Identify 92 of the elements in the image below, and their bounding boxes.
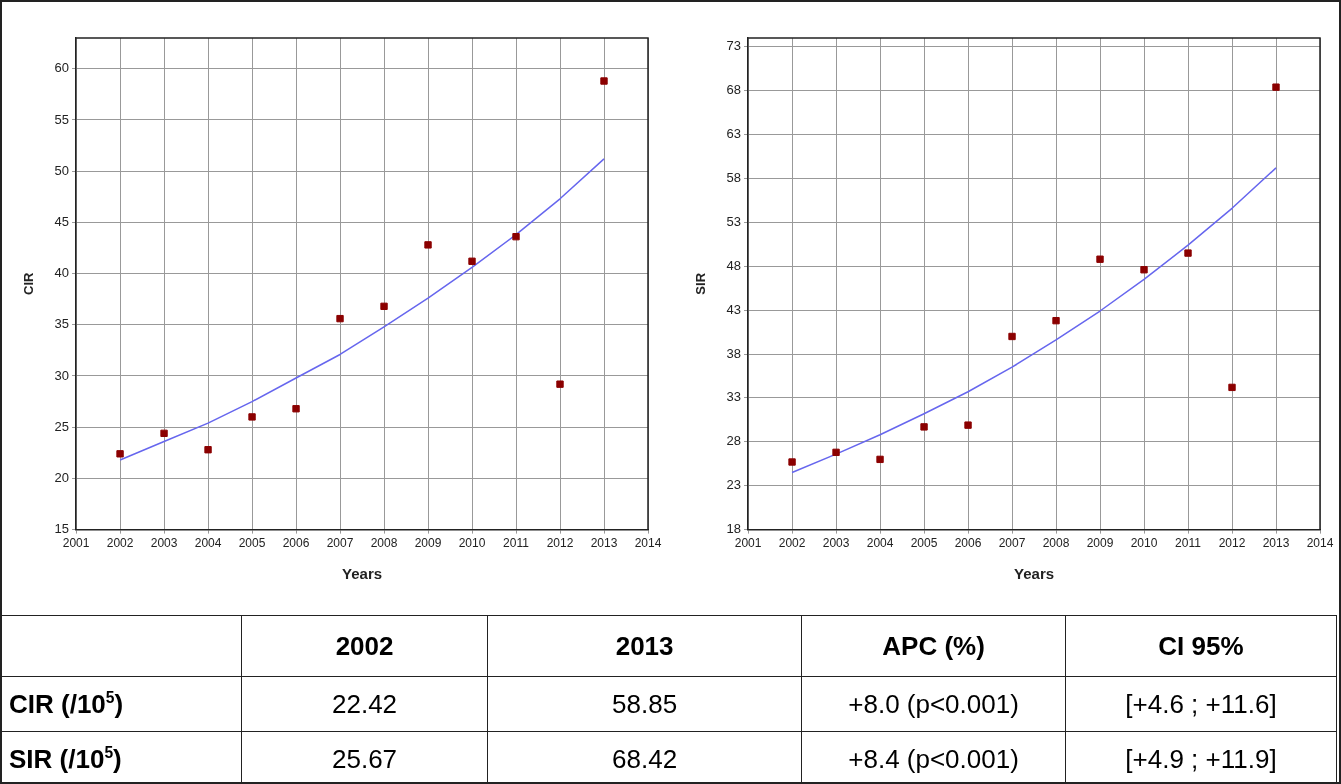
y-tick-label: 63	[726, 126, 742, 142]
x-tick-label: 2005	[238, 536, 266, 551]
y-tick-label: 28	[726, 433, 742, 449]
point	[424, 241, 432, 249]
y-tick-label: 23	[726, 477, 742, 493]
x-tick-label: 2009	[1086, 536, 1114, 551]
x-tick-label: 2001	[62, 536, 90, 551]
y-tick-label: 68	[726, 82, 742, 98]
y-tick-label: 48	[726, 257, 742, 273]
y-tick-label: 73	[726, 38, 742, 54]
x-tick-label: 2011	[503, 536, 530, 551]
y-tick-label: 35	[54, 316, 70, 332]
x-tick-label: 2008	[370, 536, 398, 551]
x-tick-label: 2008	[1042, 536, 1070, 551]
y-axis-title: CIR	[21, 272, 37, 295]
y-tick-label: 15	[54, 521, 70, 537]
x-tick-label: 2007	[998, 536, 1026, 551]
point	[380, 302, 388, 311]
y-tick-label: 43	[726, 301, 742, 317]
point	[832, 448, 840, 457]
category-label: 2002	[241, 615, 488, 677]
x-tick-label: 2002	[106, 536, 134, 551]
text: 22.42	[332, 688, 398, 719]
x-tick-label: 2003	[822, 536, 850, 551]
y-tick-label: 55	[54, 111, 70, 127]
y-tick-label: 38	[726, 345, 742, 361]
text: 25.67	[332, 743, 398, 774]
x-tick-label: 2007	[326, 536, 354, 551]
category-label: APC (%)	[801, 615, 1066, 677]
y-tick-label: 53	[726, 213, 742, 229]
category-label: CIR (/10$^{5}$)	[9, 688, 124, 719]
text: 68.42	[612, 743, 678, 774]
point	[1008, 332, 1016, 341]
x-tick-label: 2014	[634, 536, 662, 551]
x-tick-label: 2006	[954, 536, 982, 551]
text: +8.4 (p<0.001)	[848, 743, 1019, 774]
point	[1228, 383, 1236, 392]
text: +8.0 (p<0.001)	[848, 688, 1019, 719]
y-tick-label: 50	[54, 162, 70, 178]
y-tick-label: 18	[726, 521, 742, 537]
x-tick-label: 2013	[1262, 536, 1290, 551]
x-tick-label: 2006	[282, 536, 310, 551]
y-axis-title: SIR	[693, 272, 709, 295]
x-tick-label: 2010	[458, 536, 486, 551]
x-tick-label: 2012	[546, 536, 574, 551]
x-tick-label: 2002	[778, 536, 806, 551]
point	[292, 405, 300, 413]
x-tick-label: 2004	[866, 536, 894, 551]
y-tick-label: 25	[54, 418, 70, 434]
y-tick-label: 40	[54, 265, 70, 281]
point	[336, 314, 344, 323]
y-tick-label: 33	[726, 389, 742, 405]
x-tick-label: 2005	[910, 536, 938, 551]
point	[512, 233, 520, 241]
point	[468, 257, 476, 265]
x-tick-label: 2012	[1218, 536, 1246, 551]
text: [+4.6 ; +11.6]	[1125, 688, 1277, 719]
point	[600, 77, 608, 85]
y-tick-label: 30	[54, 367, 70, 383]
point	[1272, 83, 1280, 91]
point	[116, 450, 124, 458]
point	[788, 458, 796, 466]
y-tick-label: 58	[726, 170, 742, 186]
point	[204, 446, 212, 454]
text: 58.85	[612, 688, 678, 719]
x-tick-label: 2014	[1306, 536, 1334, 551]
y-tick-label: 20	[54, 469, 70, 485]
point	[160, 429, 168, 438]
x-tick-label: 2011	[1175, 536, 1202, 551]
text: [+4.9 ; +11.9]	[1125, 743, 1277, 774]
x-tick-label: 2003	[150, 536, 178, 551]
point	[1140, 266, 1148, 274]
x-tick-label: 2013	[590, 536, 618, 551]
point	[1184, 249, 1192, 257]
point	[1096, 255, 1104, 263]
x-axis-title: Years	[1014, 565, 1055, 583]
x-tick-label: 2004	[194, 536, 222, 551]
y-tick-label: 60	[54, 60, 70, 76]
category-label: SIR (/10$^{5}$)	[9, 743, 122, 774]
point	[1052, 316, 1060, 325]
point	[556, 380, 564, 388]
y-tick-label: 45	[54, 213, 70, 229]
point	[876, 455, 884, 464]
point	[920, 423, 928, 431]
point	[248, 413, 256, 421]
x-axis-title: Years	[342, 565, 383, 583]
category-label: 2013	[487, 615, 802, 677]
category-label: CI 95%	[1065, 615, 1337, 677]
x-tick-label: 2010	[1130, 536, 1158, 551]
point	[964, 421, 972, 429]
x-tick-label: 2001	[734, 536, 762, 551]
x-tick-label: 2009	[414, 536, 442, 551]
